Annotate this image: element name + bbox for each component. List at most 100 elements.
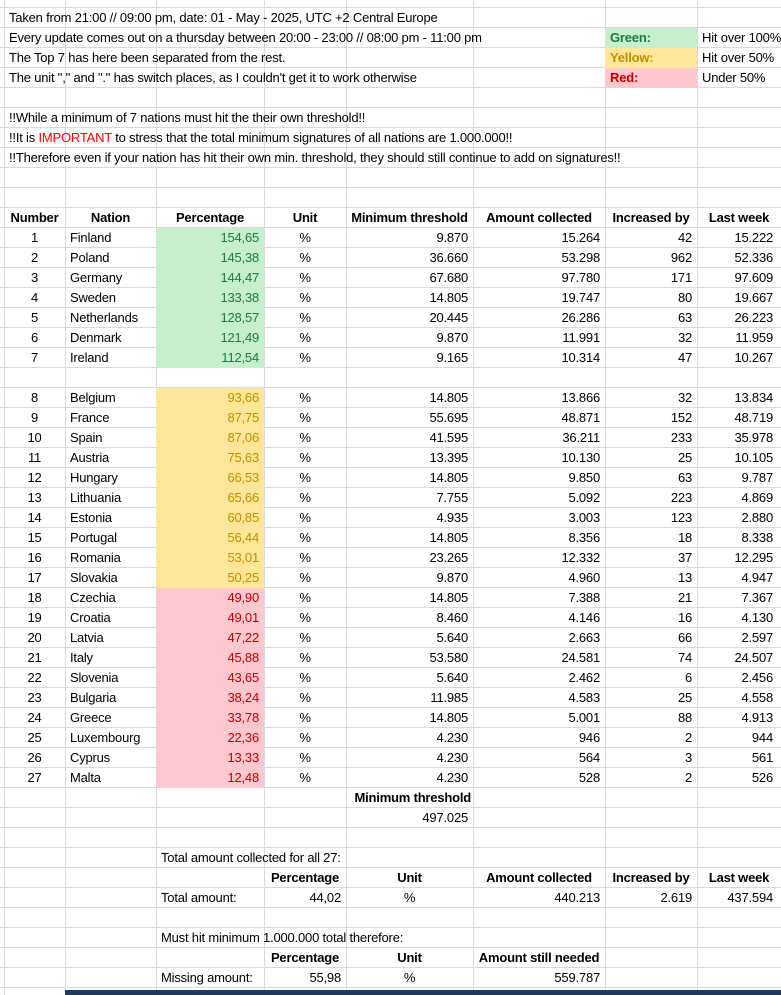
row23-amount-collected[interactable]: 4.583 <box>568 690 600 705</box>
row25-nation[interactable]: Luxembourg <box>70 730 141 745</box>
row5-percentage[interactable]: 128,57 <box>220 310 259 325</box>
row12-percentage[interactable]: 66,53 <box>227 470 259 485</box>
row24-last-week[interactable]: 4.913 <box>741 710 773 725</box>
row16-nation[interactable]: Romania <box>70 550 121 565</box>
row24-nation[interactable]: Greece <box>70 710 112 725</box>
row27-nation[interactable]: Malta <box>70 770 101 785</box>
row25-amount-collected[interactable]: 946 <box>578 730 600 745</box>
row2-percentage[interactable]: 145,38 <box>220 250 259 265</box>
row24-amount-collected[interactable]: 5.001 <box>568 710 600 725</box>
row3-increased-by[interactable]: 171 <box>670 270 692 285</box>
row1-percentage[interactable]: 154,65 <box>220 230 259 245</box>
row13-min-threshold[interactable]: 7.755 <box>436 490 468 505</box>
row9-increased-by[interactable]: 152 <box>670 410 692 425</box>
row8-number[interactable]: 8 <box>30 390 39 405</box>
row18-number[interactable]: 18 <box>27 590 42 605</box>
row5-number[interactable]: 5 <box>30 310 39 325</box>
row3-nation[interactable]: Germany <box>70 270 123 285</box>
row22-number[interactable]: 22 <box>27 670 42 685</box>
row10-min-threshold[interactable]: 41.595 <box>429 430 468 445</box>
row15-number[interactable]: 15 <box>27 530 42 545</box>
row21-percentage[interactable]: 45,88 <box>227 650 259 665</box>
row3-last-week[interactable]: 97.609 <box>734 270 773 285</box>
row23-last-week[interactable]: 4.558 <box>741 690 773 705</box>
row14-unit[interactable]: % <box>299 510 311 525</box>
row15-increased-by[interactable]: 18 <box>677 530 692 545</box>
row11-increased-by[interactable]: 25 <box>677 450 692 465</box>
row18-unit[interactable]: % <box>299 590 311 605</box>
row9-min-threshold[interactable]: 55.695 <box>429 410 468 425</box>
row24-increased-by[interactable]: 88 <box>677 710 692 725</box>
row27-percentage[interactable]: 12,48 <box>227 770 259 785</box>
row6-number[interactable]: 6 <box>30 330 39 345</box>
row25-number[interactable]: 25 <box>27 730 42 745</box>
row1-last-week[interactable]: 15.222 <box>734 230 773 245</box>
row26-increased-by[interactable]: 3 <box>684 750 692 765</box>
row27-min-threshold[interactable]: 4.230 <box>436 770 468 785</box>
row10-percentage[interactable]: 87,06 <box>227 430 259 445</box>
row9-amount-collected[interactable]: 48.871 <box>561 410 600 425</box>
row20-min-threshold[interactable]: 5.640 <box>436 630 468 645</box>
row25-unit[interactable]: % <box>299 730 311 745</box>
row13-percentage[interactable]: 65,66 <box>227 490 259 505</box>
total-amount-percentage[interactable]: 44,02 <box>309 890 341 905</box>
row11-nation[interactable]: Austria <box>70 450 110 465</box>
row7-last-week[interactable]: 10.267 <box>734 350 773 365</box>
row23-number[interactable]: 23 <box>27 690 42 705</box>
row17-nation[interactable]: Slovakia <box>70 570 118 585</box>
row7-unit[interactable]: % <box>299 350 311 365</box>
row24-min-threshold[interactable]: 14.805 <box>429 710 468 725</box>
row23-unit[interactable]: % <box>299 690 311 705</box>
row4-unit[interactable]: % <box>299 290 311 305</box>
row12-increased-by[interactable]: 63 <box>677 470 692 485</box>
row19-number[interactable]: 19 <box>27 610 42 625</box>
row4-nation[interactable]: Sweden <box>70 290 116 305</box>
row6-unit[interactable]: % <box>299 330 311 345</box>
row16-unit[interactable]: % <box>299 550 311 565</box>
row8-unit[interactable]: % <box>299 390 311 405</box>
row5-nation[interactable]: Netherlands <box>70 310 138 325</box>
row17-number[interactable]: 17 <box>27 570 42 585</box>
row18-percentage[interactable]: 49,90 <box>227 590 259 605</box>
row6-percentage[interactable]: 121,49 <box>220 330 259 345</box>
row19-percentage[interactable]: 49,01 <box>227 610 259 625</box>
row1-unit[interactable]: % <box>299 230 311 245</box>
row27-amount-collected[interactable]: 528 <box>578 770 600 785</box>
row27-unit[interactable]: % <box>299 770 311 785</box>
row13-increased-by[interactable]: 223 <box>670 490 692 505</box>
row8-last-week[interactable]: 13.834 <box>734 390 773 405</box>
row9-last-week[interactable]: 48.719 <box>734 410 773 425</box>
row4-last-week[interactable]: 19.667 <box>734 290 773 305</box>
row15-amount-collected[interactable]: 8.356 <box>568 530 600 545</box>
row12-last-week[interactable]: 9.787 <box>741 470 773 485</box>
row20-last-week[interactable]: 2.597 <box>741 630 773 645</box>
row22-nation[interactable]: Slovenia <box>70 670 119 685</box>
row13-number[interactable]: 13 <box>27 490 42 505</box>
row12-nation[interactable]: Hungary <box>70 470 118 485</box>
row25-min-threshold[interactable]: 4.230 <box>436 730 468 745</box>
total-last-week[interactable]: 437.594 <box>727 890 773 905</box>
row23-increased-by[interactable]: 25 <box>677 690 692 705</box>
row23-min-threshold[interactable]: 11.985 <box>430 690 468 705</box>
row11-amount-collected[interactable]: 10.130 <box>561 450 600 465</box>
row14-increased-by[interactable]: 123 <box>670 510 692 525</box>
row21-amount-collected[interactable]: 24.581 <box>561 650 600 665</box>
row10-unit[interactable]: % <box>299 430 311 445</box>
row10-nation[interactable]: Spain <box>70 430 103 445</box>
row6-min-threshold[interactable]: 9.870 <box>436 330 468 345</box>
missing-amount-unit[interactable]: % <box>403 970 416 985</box>
row19-amount-collected[interactable]: 4.146 <box>568 610 600 625</box>
row18-min-threshold[interactable]: 14.805 <box>429 590 468 605</box>
row25-last-week[interactable]: 944 <box>751 730 773 745</box>
row15-nation[interactable]: Portugal <box>70 530 117 545</box>
row5-increased-by[interactable]: 63 <box>677 310 692 325</box>
row6-amount-collected[interactable]: 11.991 <box>562 330 600 345</box>
row23-nation[interactable]: Bulgaria <box>70 690 117 705</box>
row15-percentage[interactable]: 56,44 <box>227 530 259 545</box>
row3-unit[interactable]: % <box>299 270 311 285</box>
row7-percentage[interactable]: 112,54 <box>221 350 259 365</box>
total-increased-by[interactable]: 2.619 <box>660 890 692 905</box>
row21-last-week[interactable]: 24.507 <box>734 650 773 665</box>
row8-increased-by[interactable]: 32 <box>677 390 692 405</box>
row19-unit[interactable]: % <box>299 610 311 625</box>
